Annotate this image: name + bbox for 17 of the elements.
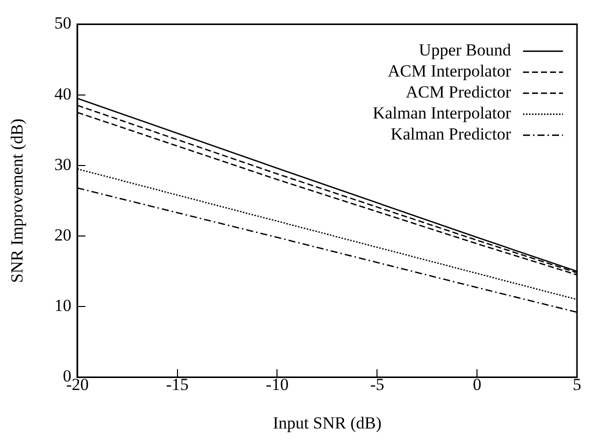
legend-label: Kalman Predictor bbox=[390, 124, 512, 144]
y-tick-label: 20 bbox=[54, 225, 72, 244]
y-axis-title: SNR Improvement (dB) bbox=[8, 118, 27, 283]
legend-label: ACM Predictor bbox=[406, 82, 512, 102]
x-tick-label: -10 bbox=[266, 374, 289, 394]
y-tick-label: 30 bbox=[54, 154, 72, 174]
x-axis-title: Input SNR (dB) bbox=[272, 413, 382, 432]
x-tick-label: -15 bbox=[166, 374, 189, 394]
x-tick-label: -5 bbox=[370, 374, 384, 394]
y-tick-label: 40 bbox=[54, 84, 72, 104]
legend-label: ACM Interpolator bbox=[388, 62, 512, 81]
x-tick-label: 5 bbox=[572, 374, 582, 394]
legend-label: Upper Bound bbox=[418, 40, 512, 60]
legend-label: Kalman Interpolator bbox=[372, 104, 512, 123]
y-tick-label: 50 bbox=[54, 14, 72, 33]
y-tick-label: 10 bbox=[54, 296, 72, 316]
x-tick-label: 0 bbox=[472, 374, 482, 394]
